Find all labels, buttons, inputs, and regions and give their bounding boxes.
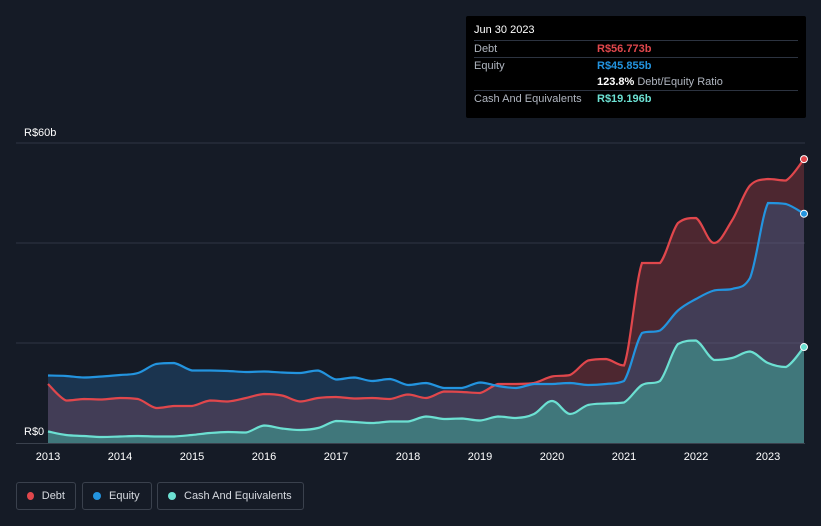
tooltip-equity-label: Equity <box>474 60 505 72</box>
tooltip-equity-value: R$45.855b <box>597 60 652 72</box>
tooltip-debt-row: Debt R$56.773b <box>474 40 798 57</box>
legend-item-debt[interactable]: Debt <box>16 482 76 510</box>
x-axis-labels: 2013 2014 2015 2016 2017 2018 2019 2020 2021 2022… <box>36 451 780 463</box>
x-tick-label-2022: 2022 <box>684 451 708 463</box>
legend-equity-label: Equity <box>109 490 140 502</box>
tooltip-cash-label: Cash And Equivalents <box>474 93 582 105</box>
y-tick-label-bottom: R$0 <box>24 426 44 438</box>
legend-debt-label: Debt <box>41 490 65 502</box>
equity-area <box>48 203 804 443</box>
x-tick-label-2021: 2021 <box>612 451 636 463</box>
end-markers <box>800 155 808 352</box>
x-tick-label-2023: 2023 <box>756 451 780 463</box>
tooltip-ratio-value: 123.8% <box>597 76 635 88</box>
tooltip-ratio-label: Debt/Equity Ratio <box>637 76 723 88</box>
tooltip-debt-label: Debt <box>474 43 498 55</box>
x-tick-label-2018: 2018 <box>396 451 420 463</box>
equity-dot-icon <box>93 492 101 500</box>
x-tick-label-2013: 2013 <box>36 451 60 463</box>
debt-end-marker[interactable] <box>800 155 808 164</box>
tooltip-cash-value: R$19.196b <box>597 93 652 105</box>
grid-lines <box>16 142 805 444</box>
tooltip-equity-row: Equity R$45.855b <box>474 57 798 74</box>
x-tick-label-2019: 2019 <box>468 451 492 463</box>
equity-end-marker[interactable] <box>800 209 808 218</box>
equity-line <box>47 201 805 390</box>
x-tick-label-2015: 2015 <box>180 451 204 463</box>
legend-item-cash[interactable]: Cash And Equivalents <box>157 482 304 510</box>
series-lines <box>47 158 805 439</box>
cash-end-marker[interactable] <box>800 343 808 352</box>
tooltip-debt-value: R$56.773b <box>597 43 652 55</box>
cash-line <box>47 339 805 439</box>
x-tick-label-2020: 2020 <box>540 451 564 463</box>
cash-area <box>48 340 804 443</box>
x-tick-label-2014: 2014 <box>108 451 132 463</box>
tooltip-ratio-row: 123.8% Debt/Equity Ratio <box>474 74 798 90</box>
cash-dot-icon <box>168 492 176 500</box>
y-tick-label-top: R$60b <box>24 127 56 139</box>
x-tick-label-2016: 2016 <box>252 451 276 463</box>
series-areas <box>48 159 804 443</box>
debt-area <box>48 159 804 443</box>
tooltip-cash-row: Cash And Equivalents R$19.196b <box>474 90 798 107</box>
x-tick-label-2017: 2017 <box>324 451 348 463</box>
tooltip-panel: Jun 30 2023 Debt R$56.773b Equity R$45.8… <box>466 16 806 118</box>
tooltip-date: Jun 30 2023 <box>474 24 535 36</box>
debt-line <box>47 158 805 410</box>
legend-cash-label: Cash And Equivalents <box>184 490 292 502</box>
legend-item-equity[interactable]: Equity <box>82 482 152 510</box>
debt-dot-icon <box>27 492 34 500</box>
